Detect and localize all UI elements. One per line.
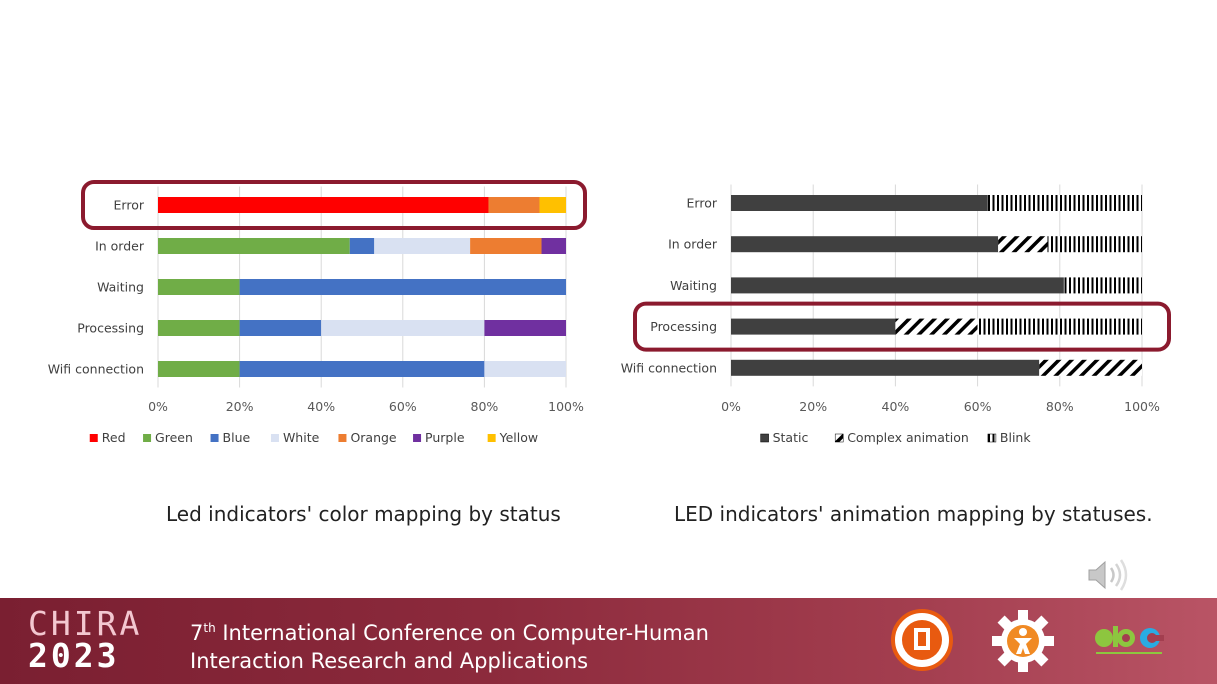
bar-in-order-orange bbox=[470, 238, 542, 254]
legend-swatch-green bbox=[143, 434, 152, 442]
legend-swatch-complex-animation bbox=[834, 433, 844, 443]
category-label-waiting: Waiting bbox=[670, 278, 717, 293]
gear-person-logo bbox=[992, 610, 1054, 672]
category-label-processing: Processing bbox=[77, 321, 144, 336]
bar-waiting-blue bbox=[239, 279, 566, 295]
highlight-frame-processing bbox=[633, 301, 1171, 352]
conf-ordinal: 7 bbox=[190, 621, 204, 645]
legend-label-blink: Blink bbox=[1000, 430, 1031, 445]
bar-waiting-green bbox=[158, 279, 240, 295]
bar-error-static bbox=[731, 195, 988, 211]
bar-processing-blink bbox=[977, 318, 1142, 335]
legend-swatch-static bbox=[760, 433, 769, 443]
bar-error-blink bbox=[987, 195, 1142, 211]
color-mapping-chart: 0% 20% 40% 60% 80% 100% Error In order Waiting Pr… bbox=[48, 180, 587, 445]
x-tick-label: 60% bbox=[964, 399, 992, 414]
x-tick-label: 40% bbox=[882, 399, 910, 414]
conference-title: 7th International Conference on Computer… bbox=[190, 614, 709, 675]
animation-mapping-chart: 0% 20% 40% 60% 80% 100% Error In order Waiting Pr… bbox=[621, 184, 1171, 445]
legend-label-complex-animation: Complex animation bbox=[847, 430, 969, 445]
legend-swatch-yellow bbox=[487, 434, 496, 442]
conf-line2: Interaction Research and Applications bbox=[190, 649, 589, 673]
bar-wifi-connection-blue bbox=[239, 361, 485, 377]
bar-processing-complex-animation bbox=[895, 318, 978, 335]
bar-in-order-purple bbox=[541, 238, 566, 254]
abc-logo bbox=[1095, 626, 1164, 654]
category-label-wifi-connection: Wifi connection bbox=[48, 362, 144, 377]
bar-error-yellow bbox=[539, 197, 566, 213]
category-label-processing: Processing bbox=[650, 319, 717, 334]
x-tick-label: 100% bbox=[548, 399, 584, 414]
conf-ordinal-suffix: th bbox=[203, 621, 216, 635]
bar-in-order-blue bbox=[349, 238, 375, 254]
bar-processing-static bbox=[731, 318, 896, 335]
bar-in-order-white bbox=[374, 238, 471, 254]
legend-label-green: Green bbox=[155, 430, 193, 445]
x-tick-label: 20% bbox=[799, 399, 827, 414]
bar-in-order-green bbox=[158, 238, 350, 254]
conf-line1: International Conference on Computer-Hum… bbox=[215, 621, 709, 645]
legend-swatch-orange bbox=[338, 434, 347, 442]
category-label-error: Error bbox=[687, 196, 718, 211]
legend-label-red: Red bbox=[102, 430, 126, 445]
legend-swatch-purple bbox=[413, 434, 422, 442]
x-tick-label: 60% bbox=[389, 399, 417, 414]
legend-label-purple: Purple bbox=[425, 430, 465, 445]
highlight-frame-error bbox=[81, 180, 587, 230]
legend-swatch-blue bbox=[210, 434, 219, 442]
bar-processing-purple bbox=[484, 320, 566, 336]
category-label-in-order: In order bbox=[668, 237, 718, 252]
caption-animation-mapping: LED indicators' animation mapping by sta… bbox=[674, 502, 1153, 526]
bar-processing-blue bbox=[239, 320, 322, 336]
legend-label-white: White bbox=[283, 430, 320, 445]
university-logo bbox=[891, 609, 953, 671]
category-label-waiting: Waiting bbox=[97, 280, 144, 295]
x-tick-label: 80% bbox=[471, 399, 499, 414]
bar-error-red bbox=[158, 197, 489, 213]
x-tick-label: 0% bbox=[721, 399, 741, 414]
bar-wifi-connection-complex-animation bbox=[1039, 359, 1142, 376]
bar-processing-green bbox=[158, 320, 240, 336]
x-tick-label: 100% bbox=[1124, 399, 1160, 414]
x-tick-label: 0% bbox=[148, 399, 168, 414]
legend-label-static: Static bbox=[773, 430, 809, 445]
bar-wifi-connection-green bbox=[158, 361, 240, 377]
x-tick-label: 20% bbox=[226, 399, 254, 414]
bar-in-order-complex-animation bbox=[998, 236, 1048, 253]
brand-line1: CHIRA bbox=[28, 604, 143, 643]
bar-in-order-static bbox=[731, 236, 999, 253]
category-label-in-order: In order bbox=[95, 239, 145, 254]
x-tick-label: 40% bbox=[307, 399, 335, 414]
chira-brand: CHIRA 2023 bbox=[28, 604, 143, 675]
caption-color-mapping: Led indicators' color mapping by status bbox=[166, 502, 561, 526]
footer-banner: CHIRA 2023 7th International Conference … bbox=[0, 598, 1217, 684]
bar-error-orange bbox=[488, 197, 540, 213]
legend-swatch-white bbox=[270, 434, 279, 442]
bar-wifi-connection-white bbox=[484, 361, 566, 377]
bar-wifi-connection-static bbox=[731, 359, 1040, 376]
bar-in-order-blink bbox=[1047, 236, 1142, 253]
category-label-error: Error bbox=[114, 198, 145, 213]
brand-line2: 2023 bbox=[28, 636, 120, 675]
bar-waiting-static bbox=[731, 277, 1064, 294]
bar-waiting-blink bbox=[1063, 277, 1142, 294]
legend-label-yellow: Yellow bbox=[499, 430, 538, 445]
bar-processing-white bbox=[321, 320, 485, 336]
speaker-icon[interactable] bbox=[1085, 556, 1129, 594]
legend-swatch-red bbox=[89, 434, 98, 442]
legend-label-orange: Orange bbox=[350, 430, 396, 445]
x-tick-label: 80% bbox=[1046, 399, 1074, 414]
legend-swatch-blink bbox=[987, 433, 997, 443]
legend-label-blue: Blue bbox=[223, 430, 251, 445]
category-label-wifi-connection: Wifi connection bbox=[621, 360, 717, 375]
